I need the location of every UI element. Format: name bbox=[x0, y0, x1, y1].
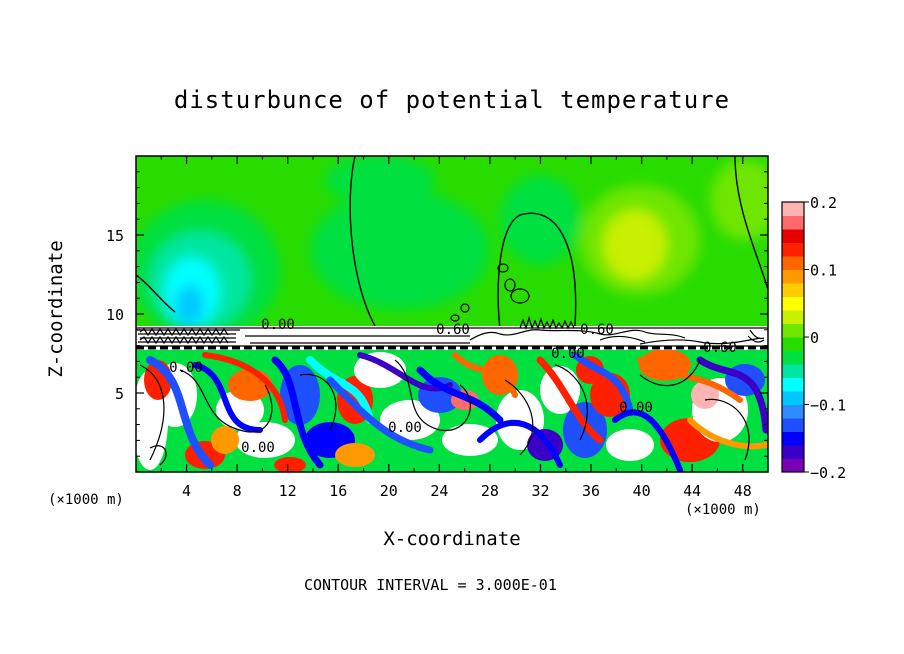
colorbar-tick-label: −0.1 bbox=[810, 397, 846, 415]
field-blob bbox=[380, 400, 440, 440]
colorbar-segment bbox=[782, 350, 804, 365]
contour-line bbox=[394, 359, 471, 431]
colorbar-segment bbox=[782, 229, 804, 243]
contour-label: 0.00 bbox=[619, 400, 653, 416]
field-blob bbox=[211, 426, 239, 454]
x-tick-label: 20 bbox=[380, 482, 398, 500]
colorbar-segment bbox=[782, 215, 804, 230]
colorbar-tick-label: 0 bbox=[810, 329, 819, 347]
contour-line bbox=[639, 359, 701, 387]
colorbar-segment bbox=[782, 323, 804, 338]
contour-interval-note: CONTOUR INTERVAL = 3.000E-01 bbox=[304, 576, 557, 594]
contour-line bbox=[554, 364, 588, 441]
colorbar-segment bbox=[782, 418, 804, 432]
field-swirl bbox=[696, 356, 768, 434]
field-swirl bbox=[146, 356, 214, 469]
field-blob bbox=[354, 352, 406, 388]
field-swirl bbox=[326, 376, 434, 454]
x-tick-label: 44 bbox=[683, 482, 701, 500]
colorbar-segment bbox=[782, 283, 804, 297]
colorbar-segment bbox=[782, 445, 804, 459]
field-swirl bbox=[306, 356, 374, 424]
colorbar-tick-label: −0.2 bbox=[810, 464, 846, 482]
x-tick-label: 36 bbox=[582, 482, 600, 500]
x-axis: 4 8 12 16 20 24 28 32 36 40 44 48 bbox=[160, 156, 752, 500]
contour-line bbox=[504, 379, 534, 456]
contour-line bbox=[139, 364, 165, 461]
x-tick-label: 16 bbox=[329, 482, 347, 500]
x-tick-label: 8 bbox=[233, 482, 242, 500]
field-swirl bbox=[477, 419, 563, 468]
x-axis-label: X-coordinate bbox=[383, 528, 521, 550]
x-tick-label: 32 bbox=[531, 482, 549, 500]
contour-label: 0.00 bbox=[241, 440, 275, 456]
field-swirl bbox=[271, 356, 324, 469]
contour-line bbox=[179, 369, 273, 433]
colorbar-segment bbox=[782, 458, 804, 473]
contour-line bbox=[704, 398, 750, 461]
contour-label: 0.60 bbox=[436, 322, 470, 338]
field-swirl bbox=[637, 357, 743, 403]
field-swirl bbox=[452, 352, 518, 398]
field-blob bbox=[335, 443, 375, 467]
colorbar-tick-label: 0.2 bbox=[810, 194, 837, 212]
chart-title: disturbunce of potential temperature bbox=[173, 86, 731, 114]
colorbar-segment bbox=[782, 364, 804, 378]
x-tick-label: 40 bbox=[633, 482, 651, 500]
field-blob bbox=[691, 381, 719, 409]
colorbar-segment bbox=[782, 256, 804, 270]
interface-band bbox=[136, 315, 768, 350]
field-blob bbox=[274, 457, 306, 472]
field-swirl bbox=[687, 417, 768, 450]
field-swirl bbox=[536, 356, 604, 444]
y-tick-label: 15 bbox=[106, 227, 124, 245]
x-tick-label: 24 bbox=[430, 482, 448, 500]
contour-label: 0.00 bbox=[261, 317, 295, 333]
x-unit-right: (×1000 m) bbox=[685, 502, 761, 518]
colorbar-segment bbox=[782, 404, 804, 419]
colorbar-tick-label: 0.1 bbox=[810, 262, 837, 280]
contour-label: 0.60 bbox=[703, 340, 737, 356]
colorbar-segment bbox=[782, 391, 804, 405]
colorbar-segment bbox=[782, 377, 804, 392]
colorbar-segment bbox=[782, 269, 804, 284]
contour-line bbox=[299, 373, 337, 431]
colorbar-segment bbox=[782, 431, 804, 446]
x-tick-label: 48 bbox=[734, 482, 752, 500]
contour-label: 0.00 bbox=[169, 360, 203, 376]
colorbar-segment bbox=[782, 296, 804, 311]
x-unit-left: (×1000 m) bbox=[48, 492, 124, 508]
contour-label: 0.60 bbox=[580, 322, 614, 338]
contour-label: 0.00 bbox=[551, 346, 585, 362]
y-tick-label: 5 bbox=[115, 385, 124, 403]
colorbar-segment bbox=[782, 242, 804, 257]
colorbar-segment bbox=[782, 310, 804, 324]
field-blob bbox=[442, 424, 498, 456]
field-blob bbox=[606, 429, 654, 461]
field-swirl bbox=[612, 409, 683, 472]
field-swirl bbox=[192, 362, 263, 433]
x-tick-label: 4 bbox=[182, 482, 191, 500]
field-swirl bbox=[202, 352, 288, 423]
x-tick-label: 12 bbox=[279, 482, 297, 500]
colorbar-segment bbox=[782, 202, 804, 216]
y-axis: 5 10 15 bbox=[106, 171, 768, 457]
field-swirl bbox=[571, 351, 634, 414]
x-tick-label: 28 bbox=[481, 482, 499, 500]
contour-line bbox=[149, 445, 167, 466]
contour-labels: 0.00 0.60 0.60 0.00 0.60 0.00 0.00 0.00 0.00 bbox=[169, 317, 737, 456]
contour-label: 0.00 bbox=[388, 420, 422, 436]
upper-field bbox=[136, 156, 768, 328]
field-swirl bbox=[416, 366, 504, 424]
y-tick-label: 10 bbox=[106, 306, 124, 324]
colorbar: 0.2 0.1 0 −0.1 −0.2 bbox=[781, 194, 846, 482]
colorbar-segment bbox=[782, 337, 804, 351]
lower-field bbox=[136, 350, 768, 472]
